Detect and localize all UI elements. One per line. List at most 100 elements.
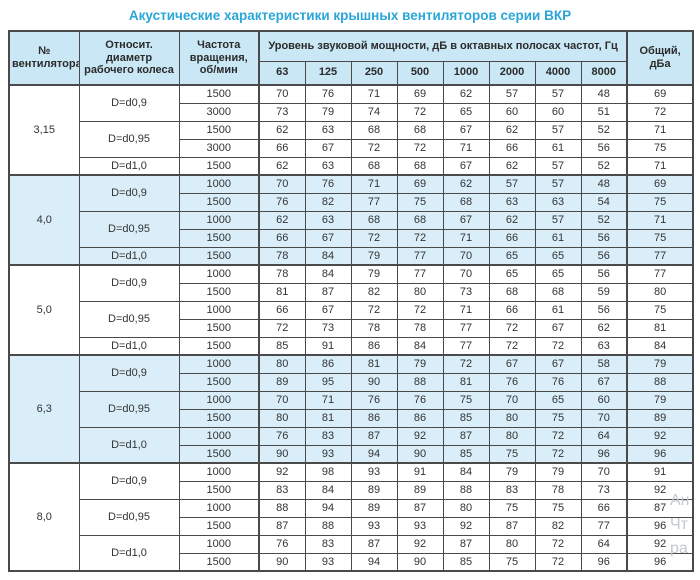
cell-spl-125: 71 <box>304 390 352 410</box>
cell-spl-500: 86 <box>396 408 444 428</box>
header-freq-250: 250 <box>350 60 398 86</box>
cell-spl-2000: 63 <box>488 192 536 212</box>
cell-spl-4000: 67 <box>534 354 582 374</box>
cell-spl-125: 84 <box>304 246 352 266</box>
cell-spl-8000: 64 <box>580 426 628 446</box>
frequency-header-row: 63 125 250 500 1000 2000 4000 8000 <box>9 60 693 86</box>
cell-spl-2000: 62 <box>488 156 536 176</box>
cell-spl-63: 85 <box>258 336 306 356</box>
cell-spl-8000: 52 <box>580 210 628 230</box>
cell-spl-2000: 57 <box>488 174 536 194</box>
cell-spl-4000: 57 <box>534 120 582 140</box>
table-row: D=d1,0 1000 76 83 87 92 87 80 72 64 92 <box>9 426 694 464</box>
cell-spl-500: 87 <box>396 498 444 518</box>
cell-spl-63: 70 <box>258 174 306 194</box>
cell-spl-1000: 71 <box>442 300 490 320</box>
table-row: 1500 90 93 94 90 85 75 72 96 96 <box>9 444 694 464</box>
table-row: 8,0 D=d0,9 1000 92 98 93 91 84 79 79 70 91 <box>8 462 694 572</box>
cell-diameter: D=d1,0 <box>78 156 180 176</box>
table-body: 3,15 D=d0,9 1500 70 76 71 69 62 57 57 48 69 3000 73 79… <box>8 84 694 572</box>
cell-spl-4000: 60 <box>534 102 582 122</box>
cell-spl-2000: 70 <box>488 390 536 410</box>
cell-spl-1000: 73 <box>442 282 490 302</box>
cell-spl-1000: 80 <box>442 498 490 518</box>
cell-spl-4000: 72 <box>534 336 582 356</box>
cell-spl-2000: 65 <box>488 264 536 284</box>
cell-spl-63: 90 <box>258 444 306 464</box>
cell-speed: 1500 <box>178 480 260 500</box>
cell-spl-4000: 65 <box>534 390 582 410</box>
cell-spl-2000: 80 <box>488 408 536 428</box>
page-title: Акустические характеристики крышных вент… <box>128 8 572 23</box>
table-row: D=d0,95 1000 70 71 76 76 75 70 65 60 79 <box>9 390 694 428</box>
cell-total: 75 <box>626 300 694 320</box>
cell-spl-4000: 79 <box>534 462 582 482</box>
cell-spl-63: 89 <box>258 372 306 392</box>
cell-spl-63: 66 <box>258 300 306 320</box>
cell-spl-8000: 70 <box>580 408 628 428</box>
cell-spl-1000: 70 <box>442 246 490 266</box>
cell-spl-8000: 56 <box>580 138 628 158</box>
header-freq-125: 125 <box>304 60 352 86</box>
cell-spl-250: 72 <box>350 300 398 320</box>
table-row: D=d0,95 1500 62 63 68 68 67 62 57 52 71 <box>9 120 694 158</box>
cell-spl-63: 70 <box>258 84 306 104</box>
table-row: D=d0,95 1000 88 94 89 87 80 75 75 66 87 <box>9 498 694 536</box>
cell-spl-500: 69 <box>396 84 444 104</box>
cell-spl-500: 69 <box>396 174 444 194</box>
cell-spl-250: 94 <box>350 552 398 572</box>
cell-spl-2000: 80 <box>488 534 536 554</box>
cell-spl-8000: 70 <box>580 462 628 482</box>
cell-total: 71 <box>626 156 694 176</box>
cell-spl-500: 68 <box>396 210 444 230</box>
cell-speed: 1500 <box>178 444 260 464</box>
cell-diameter: D=d0,9 <box>78 174 180 212</box>
header-freq-2000: 2000 <box>488 60 536 86</box>
cell-spl-250: 81 <box>350 354 398 374</box>
cell-spl-500: 72 <box>396 300 444 320</box>
cell-spl-63: 80 <box>258 408 306 428</box>
cell-spl-8000: 58 <box>580 354 628 374</box>
cell-spl-2000: 75 <box>488 444 536 464</box>
cell-total: 81 <box>626 318 694 338</box>
cell-spl-63: 90 <box>258 552 306 572</box>
table-row: D=d1,0 1500 78 84 79 77 70 65 65 56 77 <box>9 246 694 266</box>
cell-spl-250: 72 <box>350 228 398 248</box>
cell-total: 69 <box>626 84 694 104</box>
cell-spl-8000: 63 <box>580 336 628 356</box>
cell-spl-500: 72 <box>396 102 444 122</box>
cell-spl-500: 72 <box>396 138 444 158</box>
cell-total: 80 <box>626 282 694 302</box>
cell-spl-2000: 75 <box>488 498 536 518</box>
cell-spl-125: 88 <box>304 516 352 536</box>
cell-spl-63: 81 <box>258 282 306 302</box>
cell-spl-1000: 85 <box>442 408 490 428</box>
cell-spl-2000: 87 <box>488 516 536 536</box>
cell-speed: 1500 <box>178 228 260 248</box>
cell-total: 96 <box>626 444 694 464</box>
cell-spl-125: 82 <box>304 192 352 212</box>
cell-total: 88 <box>626 372 694 392</box>
cell-diameter: D=d0,95 <box>78 120 180 158</box>
cell-speed: 1000 <box>178 462 260 482</box>
cell-total: 75 <box>626 228 694 248</box>
cell-spl-1000: 68 <box>442 192 490 212</box>
cell-spl-63: 62 <box>258 210 306 230</box>
cell-speed: 1000 <box>178 426 260 446</box>
cell-spl-1000: 65 <box>442 102 490 122</box>
cell-spl-125: 84 <box>304 480 352 500</box>
cell-spl-250: 71 <box>350 174 398 194</box>
header-freq-4000: 4000 <box>534 60 582 86</box>
cell-speed: 1000 <box>178 300 260 320</box>
cell-speed: 1500 <box>178 192 260 212</box>
table-row: 5,0 D=d0,9 1000 78 84 79 77 70 65 65 56 77 <box>8 264 694 356</box>
cell-spl-2000: 60 <box>488 102 536 122</box>
cell-fan-number: 8,0 <box>8 462 80 572</box>
cell-spl-500: 90 <box>396 444 444 464</box>
cell-speed: 3000 <box>178 138 260 158</box>
cell-spl-125: 91 <box>304 336 352 356</box>
table-row: 4,0 D=d0,9 1000 70 76 71 69 62 57 57 48 69 <box>8 174 694 266</box>
cell-spl-8000: 60 <box>580 390 628 410</box>
cell-diameter: D=d0,95 <box>78 390 180 428</box>
cell-spl-4000: 67 <box>534 318 582 338</box>
